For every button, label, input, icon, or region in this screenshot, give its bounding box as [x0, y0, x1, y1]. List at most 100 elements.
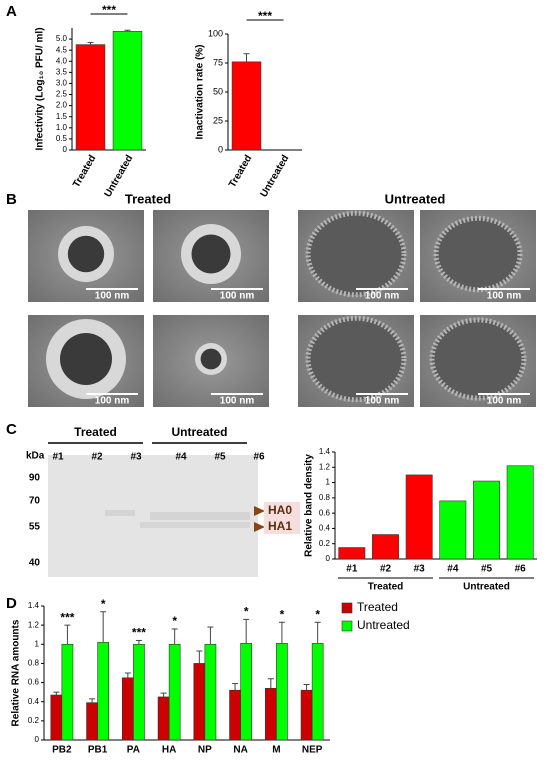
y-tick-label: 0 — [63, 145, 68, 154]
scale-bar — [211, 393, 263, 395]
bar — [473, 480, 500, 560]
y-tick-label: 75 — [213, 57, 223, 67]
scale-bar — [478, 393, 530, 395]
y-axis-label: Infectivity (Log₁₀ PFU/ ml) — [35, 27, 46, 150]
scale-bar-label: 100 nm — [220, 396, 255, 407]
y-tick-label: 4.0 — [56, 56, 68, 65]
significance: *** — [132, 626, 146, 640]
bar — [231, 61, 262, 151]
bar — [204, 643, 217, 741]
marker-label: 70 — [29, 496, 41, 507]
group-label: Untreated — [171, 425, 227, 439]
lane-label: #6 — [253, 452, 265, 463]
particle — [429, 317, 527, 401]
panel-label: D — [6, 595, 17, 612]
significance: * — [280, 607, 285, 621]
group-label: Untreated — [463, 582, 510, 593]
particle — [433, 215, 523, 293]
group-label: Treated — [74, 425, 117, 439]
y-tick-label: 1.0 — [56, 123, 68, 132]
particle-core — [191, 234, 231, 274]
scale-bar — [356, 288, 408, 290]
significance: * — [172, 614, 177, 628]
bar — [112, 31, 143, 151]
y-tick-label: 1.4 — [319, 447, 331, 456]
bar — [61, 643, 74, 741]
bar — [86, 702, 98, 741]
bar — [229, 689, 241, 741]
band-label: HA0 — [268, 503, 292, 517]
y-tick-label: 0.2 — [28, 716, 40, 725]
lane-label: #1 — [52, 452, 64, 463]
x-tick-label: #4 — [447, 564, 459, 575]
band-label: HA1 — [268, 519, 292, 533]
particle-core — [67, 235, 105, 273]
particle-core — [60, 333, 112, 385]
y-tick-label: 0.4 — [319, 524, 331, 533]
bar — [276, 643, 288, 741]
x-tick-label: Untreated — [259, 153, 292, 199]
bar — [439, 500, 467, 560]
particle — [305, 210, 407, 298]
y-tick-label: 1 — [326, 478, 331, 487]
y-tick-label: 1.2 — [319, 462, 331, 471]
scale-bar — [478, 288, 530, 290]
scale-bar-label: 100 nm — [365, 396, 400, 407]
scale-bar-label: 100 nm — [365, 291, 400, 302]
scale-bar-label: 100 nm — [95, 396, 130, 407]
significance: *** — [102, 3, 116, 17]
y-tick-label: 1.2 — [28, 620, 40, 629]
y-tick-label: 0 — [326, 554, 331, 563]
western-blot: HA0 HA1 kDa — [26, 451, 300, 577]
x-tick-label: NP — [198, 745, 212, 756]
y-axis-label: Relative RNA amounts — [11, 619, 22, 726]
legend-label: Treated — [357, 600, 398, 614]
unit-label: kDa — [26, 451, 45, 462]
bar — [97, 642, 110, 741]
y-tick-label: 1.5 — [56, 112, 68, 121]
y-tick-label: 1.4 — [28, 601, 40, 610]
panel-label: A — [6, 3, 17, 20]
bar — [506, 465, 534, 560]
y-tick-label: 3.0 — [56, 79, 68, 88]
group-label: Treated — [368, 582, 404, 593]
bar — [133, 643, 145, 741]
arrow — [254, 506, 265, 516]
bar — [372, 534, 399, 560]
bar — [405, 474, 433, 560]
bar — [168, 643, 181, 741]
bar — [240, 643, 253, 741]
y-axis-label: Inactivation rate (%) — [195, 44, 206, 139]
micrograph-heading: Untreated — [385, 191, 446, 206]
x-tick-label: NA — [233, 745, 247, 756]
blot-band — [150, 512, 250, 520]
significance: * — [315, 607, 320, 621]
x-tick-label: #6 — [515, 564, 527, 575]
x-tick-label: #2 — [380, 564, 392, 575]
x-tick-label: #3 — [414, 564, 426, 575]
legend-swatch — [341, 620, 353, 632]
panel-label: C — [6, 421, 17, 438]
y-axis-label: Relative band density — [304, 454, 315, 557]
lane-label: #2 — [91, 452, 103, 463]
x-tick-label: M — [272, 745, 280, 756]
scale-bar — [211, 288, 263, 290]
scale-bar-label: 100 nm — [487, 396, 522, 407]
y-tick-label: 0.6 — [28, 678, 40, 687]
bar — [264, 688, 277, 741]
x-tick-label: PB1 — [88, 745, 108, 756]
scale-bar-label: 100 nm — [220, 291, 255, 302]
blot-band — [140, 522, 250, 528]
y-tick-label: 100 — [208, 28, 223, 38]
x-tick-label: PA — [127, 745, 140, 756]
significance: *** — [258, 9, 272, 23]
significance: *** — [60, 610, 74, 624]
micrograph-heading: Treated — [125, 191, 171, 206]
scale-bar — [86, 393, 138, 395]
x-tick-label: PB2 — [52, 745, 72, 756]
particle-core — [200, 348, 222, 370]
x-tick-label: NEP — [302, 745, 323, 756]
y-tick-label: 2.0 — [56, 101, 68, 110]
y-tick-label: 0.4 — [28, 697, 40, 706]
